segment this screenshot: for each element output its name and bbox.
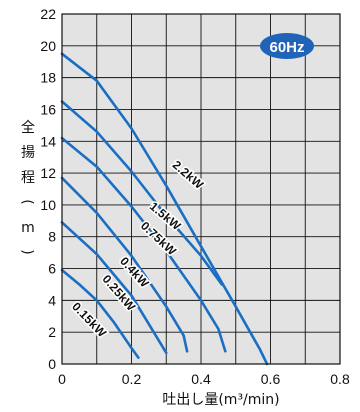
y-tick-label: 14 <box>40 133 56 149</box>
y-axis-title-char: 揚 <box>21 144 35 161</box>
y-tick-label: 18 <box>40 70 56 86</box>
grid-lines <box>62 14 340 364</box>
y-tick-label: 20 <box>40 38 56 54</box>
x-tick-label: 0 <box>58 371 66 387</box>
y-axis-title-char: ) <box>19 249 35 254</box>
x-axis-title: 吐出し量(m³/min) <box>162 392 279 408</box>
y-axis-title: 全揚程 ( m) <box>19 119 35 255</box>
y-axis-tick-labels: 0 2 4 6 8 10 12 14 16 18 20 22 <box>40 6 56 372</box>
y-tick-label: 16 <box>40 101 56 117</box>
performance-curve <box>60 52 269 366</box>
y-axis-title-char: m <box>21 220 35 236</box>
performance-curves <box>60 52 269 366</box>
performance-curve <box>60 136 227 353</box>
y-axis-title-char: 全 <box>21 119 35 136</box>
frequency-badge: 60Hz <box>260 33 314 59</box>
x-tick-label: 0.4 <box>191 371 211 387</box>
x-tick-label: 0.2 <box>122 371 142 387</box>
y-tick-label: 4 <box>48 292 56 308</box>
x-axis-tick-labels: 0 0.2 0.4 0.6 0.8 <box>58 371 350 387</box>
y-tick-label: 10 <box>40 197 56 213</box>
performance-curve <box>60 221 168 355</box>
y-tick-label: 6 <box>48 261 56 277</box>
x-tick-label: 0.8 <box>330 371 350 387</box>
y-tick-label: 2 <box>48 324 56 340</box>
frequency-badge-shape <box>260 33 314 59</box>
y-axis-title-char: 程 <box>21 170 35 186</box>
performance-curve <box>60 268 140 359</box>
y-axis-title-char: ( <box>19 199 35 204</box>
performance-curve <box>60 100 224 286</box>
frequency-badge-text: 60Hz <box>269 39 304 56</box>
y-tick-label: 0 <box>48 356 56 372</box>
y-tick-label: 12 <box>40 165 56 181</box>
plot-frame <box>61 13 341 365</box>
x-tick-label: 0.6 <box>261 371 281 387</box>
performance-curve <box>60 176 189 353</box>
y-tick-label: 8 <box>48 229 56 245</box>
y-tick-label: 22 <box>40 6 56 22</box>
